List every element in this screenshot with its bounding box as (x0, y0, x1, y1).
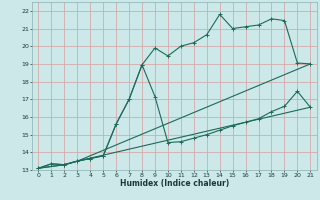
X-axis label: Humidex (Indice chaleur): Humidex (Indice chaleur) (120, 179, 229, 188)
